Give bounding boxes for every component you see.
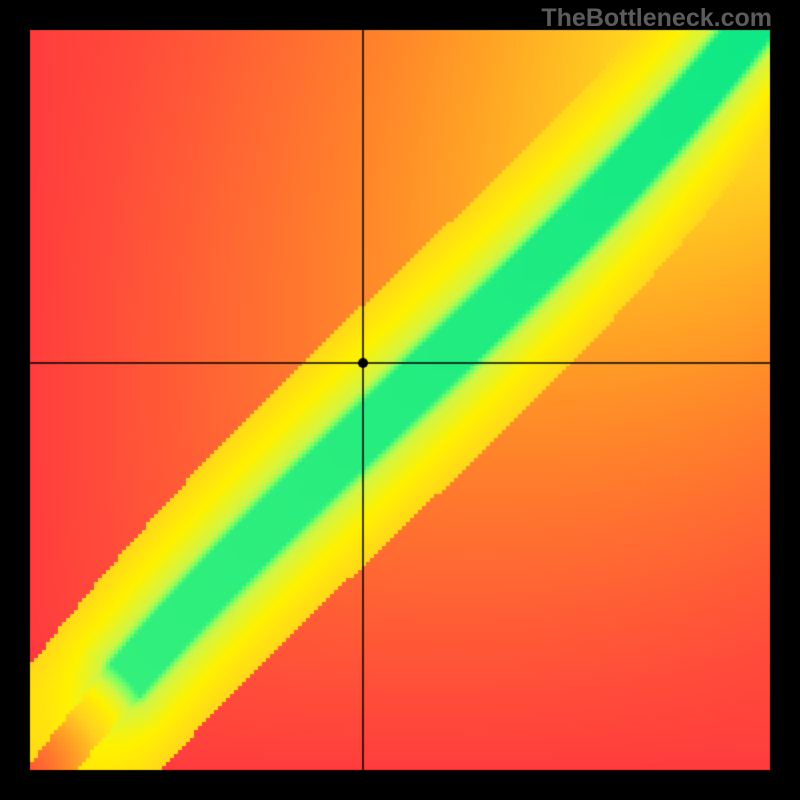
heatmap-canvas	[0, 0, 800, 800]
watermark-text: TheBottleneck.com	[541, 4, 772, 33]
chart-container: TheBottleneck.com	[0, 0, 800, 800]
